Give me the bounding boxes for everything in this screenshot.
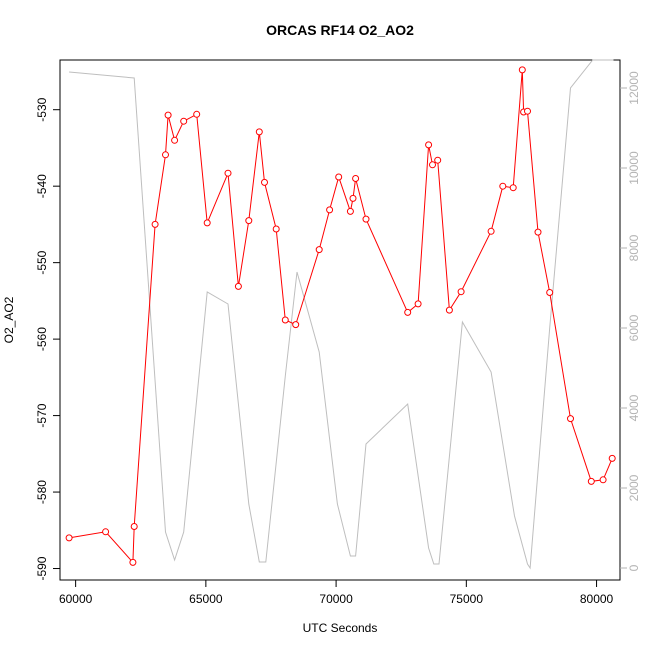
y-tick-label: -570 xyxy=(35,403,49,427)
data-point xyxy=(414,300,422,308)
y-tick-label: -550 xyxy=(35,250,49,274)
data-point xyxy=(346,207,354,215)
data-point xyxy=(180,117,188,125)
data-point xyxy=(151,220,159,228)
data-point xyxy=(608,454,616,462)
data-point xyxy=(129,558,137,566)
data-point xyxy=(534,228,542,236)
x-axis: 60000 65000 70000 75000 80000 xyxy=(59,580,614,606)
x-tick-label: 70000 xyxy=(319,592,353,606)
data-point xyxy=(203,219,211,227)
data-point xyxy=(499,182,507,190)
data-point xyxy=(130,523,138,530)
data-point xyxy=(429,161,436,169)
x-tick-label: 75000 xyxy=(450,592,484,606)
data-point xyxy=(335,173,343,181)
data-point xyxy=(162,151,169,159)
y-tick-label: -580 xyxy=(35,480,49,504)
y-axis-label: O2_AO2 xyxy=(2,296,16,343)
data-point xyxy=(599,476,607,484)
data-point xyxy=(281,316,289,324)
y-tick-label: -530 xyxy=(35,97,49,121)
y-tick-label: -540 xyxy=(35,174,49,198)
y-axis-right: 0 2000 4000 6000 8000 10000 12000 xyxy=(620,71,641,571)
x-axis-label: UTC Seconds xyxy=(303,621,378,635)
data-point xyxy=(102,528,110,536)
x-tick-label: 60000 xyxy=(59,592,93,606)
y-axis-left: -590 -580 -570 -560 -550 -540 -530 xyxy=(35,97,60,581)
data-point xyxy=(445,306,453,314)
x-tick-label: 65000 xyxy=(189,592,223,606)
data-point xyxy=(587,477,595,485)
data-point xyxy=(509,184,517,192)
series-line-right xyxy=(69,59,614,570)
data-point xyxy=(457,288,465,296)
y2-tick-label: 8000 xyxy=(627,234,641,261)
data-point xyxy=(524,107,531,115)
data-point xyxy=(224,169,232,177)
x-tick-label: 80000 xyxy=(580,592,614,606)
data-point xyxy=(518,66,526,74)
data-point xyxy=(261,178,268,186)
series-layer xyxy=(65,59,616,570)
data-point xyxy=(349,194,357,202)
data-point xyxy=(425,141,433,149)
data-point xyxy=(245,217,253,225)
data-point xyxy=(193,110,201,118)
chart-title: ORCAS RF14 O2_AO2 xyxy=(266,22,414,38)
data-point xyxy=(255,128,263,136)
data-point xyxy=(352,175,360,182)
y2-tick-label: 4000 xyxy=(627,394,641,421)
y-tick-label: -590 xyxy=(35,556,49,580)
y2-tick-label: 2000 xyxy=(627,474,641,501)
y2-tick-label: 0 xyxy=(627,564,641,571)
data-point xyxy=(234,282,242,290)
y-tick-label: -560 xyxy=(35,327,49,351)
y2-tick-label: 10000 xyxy=(627,151,641,185)
data-point xyxy=(362,215,370,223)
data-point xyxy=(546,289,554,296)
data-point xyxy=(292,321,300,329)
data-point xyxy=(326,206,334,214)
data-point xyxy=(171,136,179,144)
y2-tick-label: 12000 xyxy=(627,71,641,105)
data-point xyxy=(567,415,574,423)
data-point xyxy=(164,111,172,119)
y2-tick-label: 6000 xyxy=(627,314,641,341)
data-point xyxy=(434,156,442,164)
data-point xyxy=(487,227,495,235)
plot-frame xyxy=(59,59,621,581)
data-point xyxy=(404,308,412,316)
data-point xyxy=(65,534,73,542)
data-point xyxy=(272,225,280,233)
data-point xyxy=(315,246,323,254)
